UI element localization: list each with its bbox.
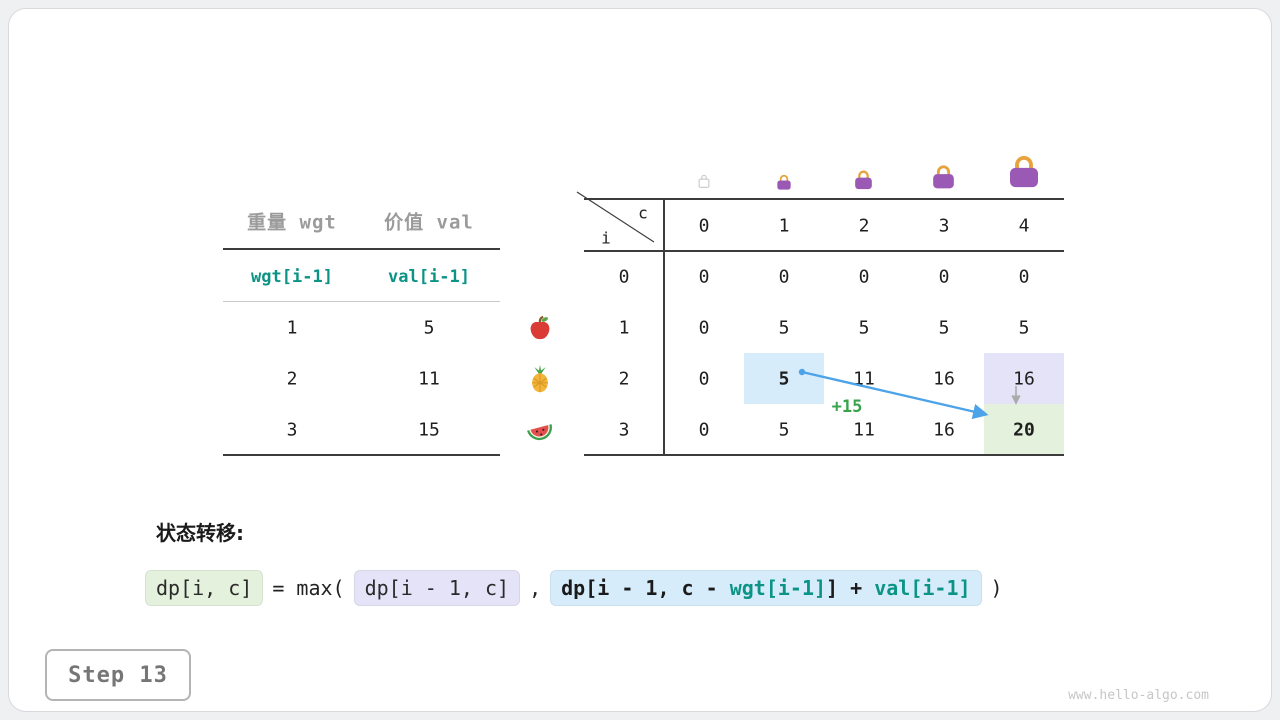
items-value-header: 价值 val: [384, 211, 474, 234]
dp-col-header-1: 1: [778, 215, 790, 237]
items-bottom-divider: [223, 454, 500, 456]
dp-cell-r0-c4: 0: [1018, 266, 1030, 288]
formula-arg2-wgt: wgt[i-1]: [729, 576, 827, 600]
item-2-weight: 2: [286, 368, 298, 390]
dp-cell-highlight-above-purple: [984, 353, 1064, 404]
dp-col-header-2: 2: [858, 215, 870, 237]
formula-max-operator: = max(: [272, 576, 345, 600]
step-label-box: Step 13: [45, 649, 191, 701]
pineapple-icon: [525, 364, 555, 394]
watermark-text: www.hello-algo.com: [1068, 688, 1209, 703]
main-card: 重量 wgt 价值 val wgt[i-1] val[i-1] 1 5 2 11…: [8, 8, 1272, 712]
dp-cell-r0-c3: 0: [938, 266, 950, 288]
bag-medium-icon: [851, 167, 876, 192]
dp-row-axis-label: i: [601, 228, 611, 248]
dp-cell-r1-c3: 5: [938, 317, 950, 339]
state-transition-title: 状态转移:: [156, 521, 244, 545]
formula-lhs-chip: dp[i, c]: [145, 570, 264, 606]
dp-col-header-4: 4: [1018, 215, 1030, 237]
item-3-weight: 3: [286, 419, 298, 441]
dp-cell-r3-c3: 16: [933, 419, 955, 441]
dp-cell-r1-c4: 5: [1018, 317, 1030, 339]
items-val-code-header: val[i-1]: [388, 267, 470, 287]
dp-cell-r2-c1-source: 5: [778, 368, 790, 390]
items-weight-header: 重量 wgt: [247, 211, 337, 234]
dp-cell-r0-c0: 0: [698, 266, 710, 288]
bag-xlarge-icon: [1003, 150, 1045, 192]
dp-cell-r2-c4: 16: [1013, 368, 1035, 390]
formula-arg2-chip: dp[i - 1, c - wgt[i-1]] + val[i-1]: [550, 570, 982, 606]
apple-icon: [525, 313, 555, 343]
dp-cell-r1-c0: 0: [698, 317, 710, 339]
dp-header-divider: [584, 250, 1064, 252]
dp-cell-r2-c2: 11: [853, 368, 875, 390]
formula-arg2-val: val[i-1]: [874, 576, 971, 600]
formula-arg1-chip: dp[i - 1, c]: [353, 570, 521, 606]
transition-arrow-blue: [801, 370, 989, 420]
dp-vertical-divider: [663, 198, 665, 456]
formula-comma: ,: [529, 576, 542, 600]
dp-cell-r3-c2: 11: [853, 419, 875, 441]
dp-cell-r1-c2: 5: [858, 317, 870, 339]
watermelon-icon: [524, 414, 556, 446]
dp-row-header-3: 3: [618, 419, 630, 441]
dp-cell-r3-c0: 0: [698, 419, 710, 441]
item-3-value: 15: [418, 419, 440, 441]
bag-ghost-icon: [695, 172, 713, 190]
dp-cell-r0-c1: 0: [778, 266, 790, 288]
items-header-divider: [223, 248, 500, 250]
dp-cell-r2-c3: 16: [933, 368, 955, 390]
formula-arg2-prefix: dp[i - 1, c -: [561, 576, 730, 600]
dp-cell-highlight-result-green: [984, 404, 1064, 455]
items-subheader-divider: [223, 301, 500, 302]
dp-col-header-3: 3: [938, 215, 950, 237]
bag-small-icon: [774, 172, 794, 192]
dp-cell-r1-c1: 5: [778, 317, 790, 339]
dp-cell-r0-c2: 0: [858, 266, 870, 288]
dp-cell-r3-c4-result: 20: [1013, 419, 1035, 441]
item-2-value: 11: [418, 368, 440, 390]
dp-top-border: [584, 198, 1064, 200]
item-1-value: 5: [423, 317, 435, 339]
item-1-weight: 1: [286, 317, 298, 339]
items-wgt-code-header: wgt[i-1]: [251, 267, 333, 287]
dp-cell-r2-c0: 0: [698, 368, 710, 390]
formula-close-paren: ): [990, 576, 1003, 600]
dp-row-header-0: 0: [618, 266, 630, 288]
formula-arg2-mid: ] +: [826, 576, 875, 600]
dp-row-header-1: 1: [618, 317, 630, 339]
dp-cell-r3-c1: 5: [778, 419, 790, 441]
transition-value-label: +15: [831, 397, 863, 417]
bag-large-icon: [928, 161, 959, 192]
dp-col-axis-label: c: [638, 203, 648, 223]
state-transition-formula: dp[i, c] = max( dp[i - 1, c] , dp[i - 1,…: [145, 565, 1003, 611]
dp-bottom-border: [584, 454, 1064, 456]
dp-row-header-2: 2: [618, 368, 630, 390]
dp-col-header-0: 0: [698, 215, 710, 237]
